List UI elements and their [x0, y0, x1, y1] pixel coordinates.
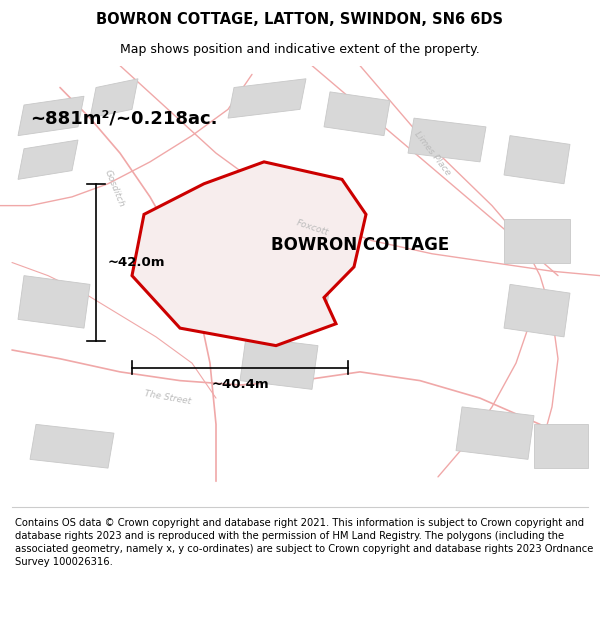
Text: Gosditch: Gosditch	[103, 168, 125, 208]
Polygon shape	[504, 284, 570, 337]
Polygon shape	[504, 136, 570, 184]
Polygon shape	[534, 424, 588, 468]
Polygon shape	[18, 96, 84, 136]
Polygon shape	[408, 118, 486, 162]
Text: The Street: The Street	[144, 389, 192, 407]
Text: Foxcott: Foxcott	[295, 218, 329, 237]
Polygon shape	[18, 140, 78, 179]
Text: BOWRON COTTAGE, LATTON, SWINDON, SN6 6DS: BOWRON COTTAGE, LATTON, SWINDON, SN6 6DS	[97, 12, 503, 27]
Polygon shape	[324, 92, 390, 136]
Polygon shape	[90, 79, 138, 118]
Text: Contains OS data © Crown copyright and database right 2021. This information is : Contains OS data © Crown copyright and d…	[15, 518, 593, 568]
Polygon shape	[252, 276, 330, 328]
Text: BOWRON COTTAGE: BOWRON COTTAGE	[271, 236, 449, 254]
Polygon shape	[18, 276, 90, 328]
Text: ~881m²/~0.218ac.: ~881m²/~0.218ac.	[30, 109, 218, 127]
Polygon shape	[30, 424, 114, 468]
Polygon shape	[228, 79, 306, 118]
Text: Map shows position and indicative extent of the property.: Map shows position and indicative extent…	[120, 42, 480, 56]
Polygon shape	[504, 219, 570, 262]
Text: Limes Place: Limes Place	[412, 129, 452, 177]
Text: ~40.4m: ~40.4m	[211, 378, 269, 391]
Text: ~42.0m: ~42.0m	[108, 256, 166, 269]
Polygon shape	[456, 407, 534, 459]
Polygon shape	[132, 162, 366, 346]
Polygon shape	[240, 337, 318, 389]
